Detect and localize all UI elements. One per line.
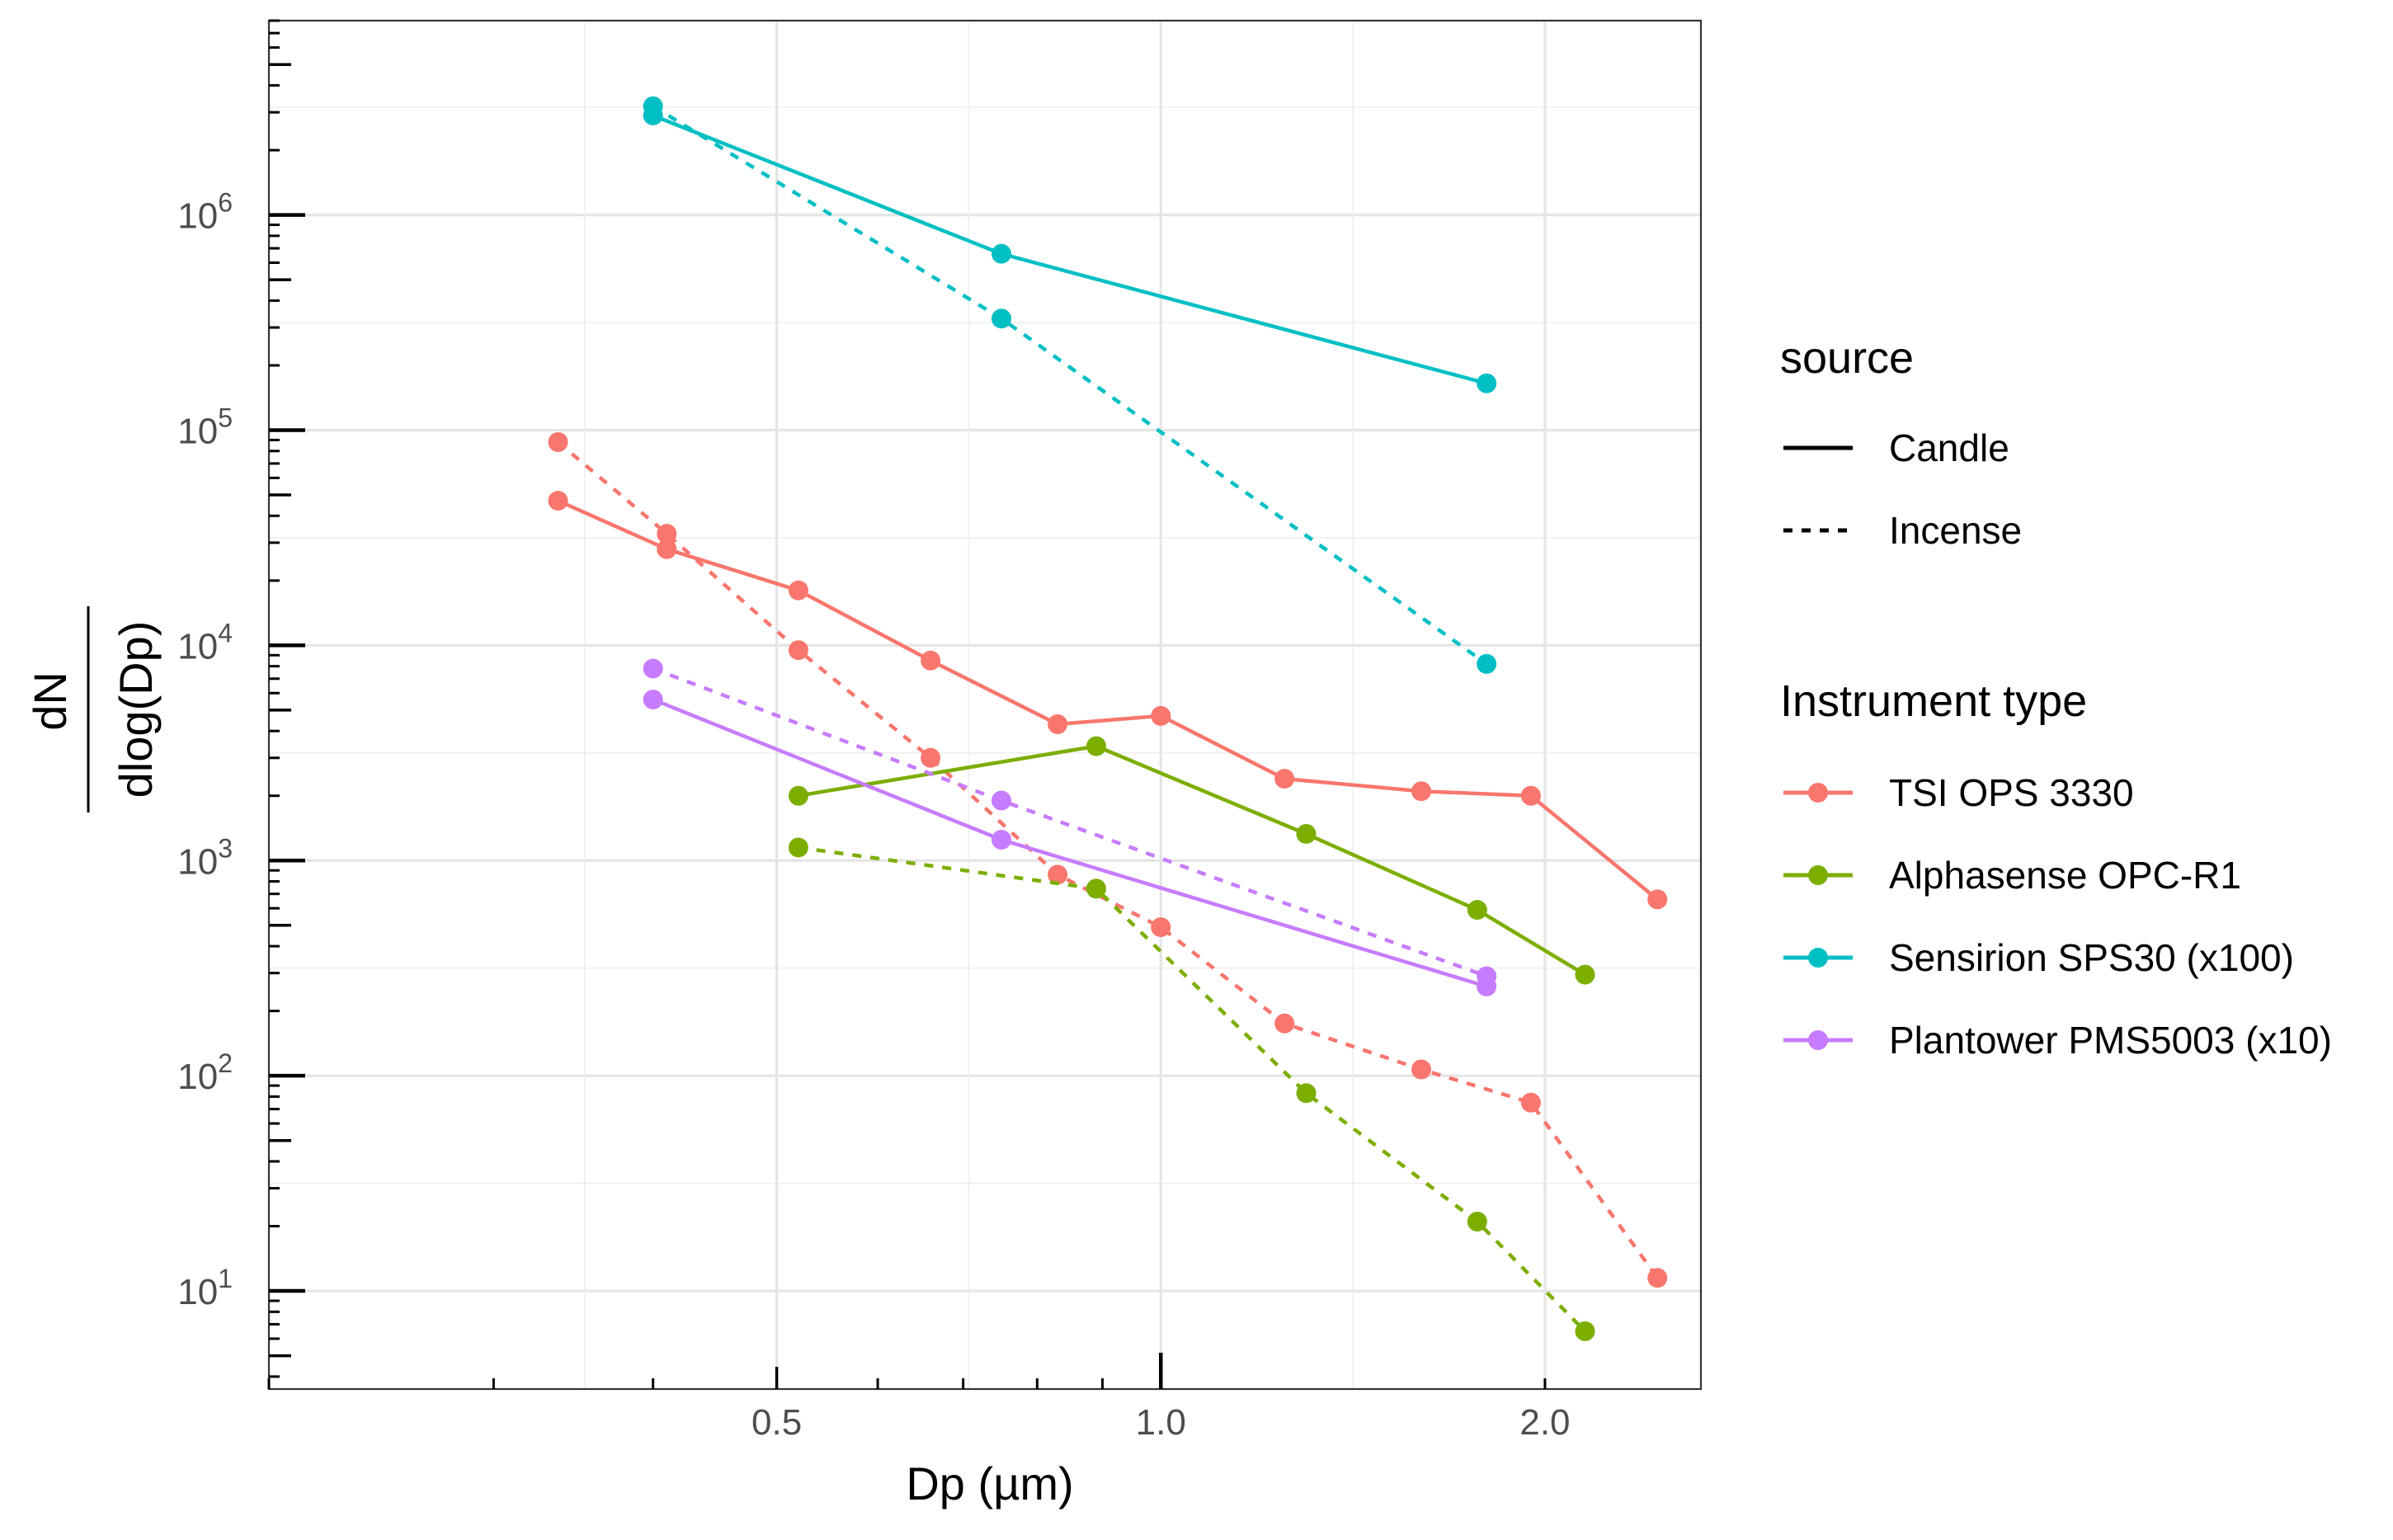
y-tick-label-exponent: 5 bbox=[218, 403, 233, 432]
series-sensirion-sps30-x100-incense bbox=[643, 96, 1497, 674]
series-layer bbox=[548, 96, 1668, 1341]
x-tick-label: 2.0 bbox=[1519, 1402, 1570, 1443]
data-point bbox=[548, 491, 568, 511]
data-point bbox=[1086, 736, 1106, 756]
x-axis-title: Dp (µm) bbox=[906, 1458, 1073, 1509]
legend-instrument-title: Instrument type bbox=[1780, 676, 2087, 726]
series-alphasense-opc-r1-incense bbox=[788, 837, 1595, 1341]
data-point bbox=[1296, 1083, 1317, 1104]
data-point bbox=[1520, 785, 1541, 806]
data-point bbox=[1477, 653, 1497, 674]
data-point bbox=[1575, 964, 1595, 985]
y-tick-label-exponent: 2 bbox=[218, 1048, 233, 1078]
y-tick-label-base: 10 bbox=[177, 626, 218, 666]
y-tick-label: 101 bbox=[177, 1264, 233, 1312]
y-tick-label: 103 bbox=[177, 833, 233, 882]
legend-source-items: Candle Incense bbox=[1783, 426, 2022, 552]
y-tick-label-exponent: 4 bbox=[218, 618, 233, 648]
y-tick-label-base: 10 bbox=[177, 411, 218, 451]
legend-key-point-sensirion-sps30-x100 bbox=[1808, 948, 1828, 968]
series-line bbox=[798, 845, 1587, 1333]
data-point bbox=[1575, 1321, 1595, 1341]
y-tick-label: 106 bbox=[177, 188, 233, 237]
data-point bbox=[921, 650, 941, 671]
grid-layer bbox=[269, 21, 1701, 1389]
data-point bbox=[991, 829, 1011, 850]
data-point bbox=[1477, 373, 1497, 393]
series-line bbox=[557, 498, 1659, 902]
data-point bbox=[1048, 864, 1068, 885]
y-tick-label-base: 10 bbox=[177, 1272, 218, 1312]
data-point bbox=[1477, 966, 1497, 987]
data-point bbox=[1647, 1268, 1668, 1288]
y-tick-label-exponent: 3 bbox=[218, 833, 233, 863]
y-tick-label-base: 10 bbox=[177, 841, 218, 882]
series-alphasense-opc-r1-candle bbox=[788, 736, 1595, 985]
data-point bbox=[991, 790, 1011, 811]
data-point bbox=[921, 747, 941, 768]
x-tick-label: 1.0 bbox=[1136, 1402, 1186, 1443]
data-point bbox=[1411, 781, 1432, 802]
data-point bbox=[788, 785, 808, 806]
y-tick-label-base: 10 bbox=[177, 1057, 218, 1097]
legend: source Candle Incense Instrument type TSI… bbox=[1780, 333, 2332, 1062]
data-point bbox=[1411, 1059, 1432, 1080]
legend-label-incense: Incense bbox=[1889, 509, 2022, 552]
y-tick-label-exponent: 6 bbox=[218, 188, 233, 218]
data-point bbox=[788, 640, 808, 661]
y-tick-label: 102 bbox=[177, 1048, 233, 1097]
y-axis-title: dN dlog(Dp) bbox=[24, 606, 162, 812]
data-point bbox=[1048, 714, 1068, 735]
y-tick-label: 104 bbox=[177, 618, 233, 666]
legend-instrument-items: TSI OPS 3330 Alphasense OPC-R1 Sensirion S… bbox=[1783, 771, 2332, 1062]
data-point bbox=[643, 96, 663, 116]
data-point bbox=[1151, 705, 1171, 726]
data-point bbox=[788, 580, 808, 600]
data-point bbox=[657, 539, 677, 559]
y-axis-title-numerator: dN bbox=[24, 671, 76, 731]
series-tsi-ops-3330-candle bbox=[548, 491, 1668, 910]
y-tick-label-base: 10 bbox=[177, 196, 218, 237]
series-plantower-pms5003-x10-incense bbox=[643, 658, 1497, 987]
data-point bbox=[1647, 889, 1668, 910]
legend-label-alphasense-opc-r1: Alphasense OPC-R1 bbox=[1889, 854, 2241, 897]
series-tsi-ops-3330-incense bbox=[548, 431, 1668, 1288]
panel-border bbox=[267, 19, 1703, 1391]
data-point bbox=[1520, 1092, 1541, 1113]
legend-label-plantower-pms5003-x10: Plantower PMS5003 (x10) bbox=[1889, 1019, 2332, 1062]
data-point bbox=[1467, 900, 1487, 921]
series-line bbox=[652, 666, 1487, 978]
data-point bbox=[1151, 917, 1171, 938]
legend-label-candle: Candle bbox=[1889, 426, 2009, 469]
x-tick-label: 0.5 bbox=[751, 1402, 802, 1443]
data-point bbox=[1296, 823, 1317, 844]
data-point bbox=[788, 837, 808, 858]
data-point bbox=[1086, 878, 1106, 899]
data-point bbox=[1467, 1211, 1487, 1232]
data-point bbox=[657, 524, 677, 544]
y-tick-label-exponent: 1 bbox=[218, 1264, 233, 1293]
legend-source-title: source bbox=[1780, 333, 1914, 383]
data-point bbox=[643, 658, 663, 679]
y-axis-title-denominator: dlog(Dp) bbox=[110, 621, 162, 798]
data-point bbox=[548, 431, 568, 452]
legend-key-point-alphasense-opc-r1 bbox=[1808, 865, 1828, 885]
legend-key-point-tsi-ops-3330 bbox=[1808, 783, 1828, 803]
data-point bbox=[991, 308, 1011, 329]
y-tick-label: 105 bbox=[177, 403, 233, 451]
data-point bbox=[1274, 1013, 1295, 1034]
data-point bbox=[643, 690, 663, 710]
data-point bbox=[991, 243, 1011, 264]
legend-key-point-plantower-pms5003-x10 bbox=[1808, 1030, 1828, 1050]
legend-label-tsi-ops-3330: TSI OPS 3330 bbox=[1889, 771, 2134, 814]
legend-label-sensirion-sps30-x100: Sensirion SPS30 (x100) bbox=[1889, 936, 2294, 979]
data-point bbox=[1274, 769, 1295, 789]
